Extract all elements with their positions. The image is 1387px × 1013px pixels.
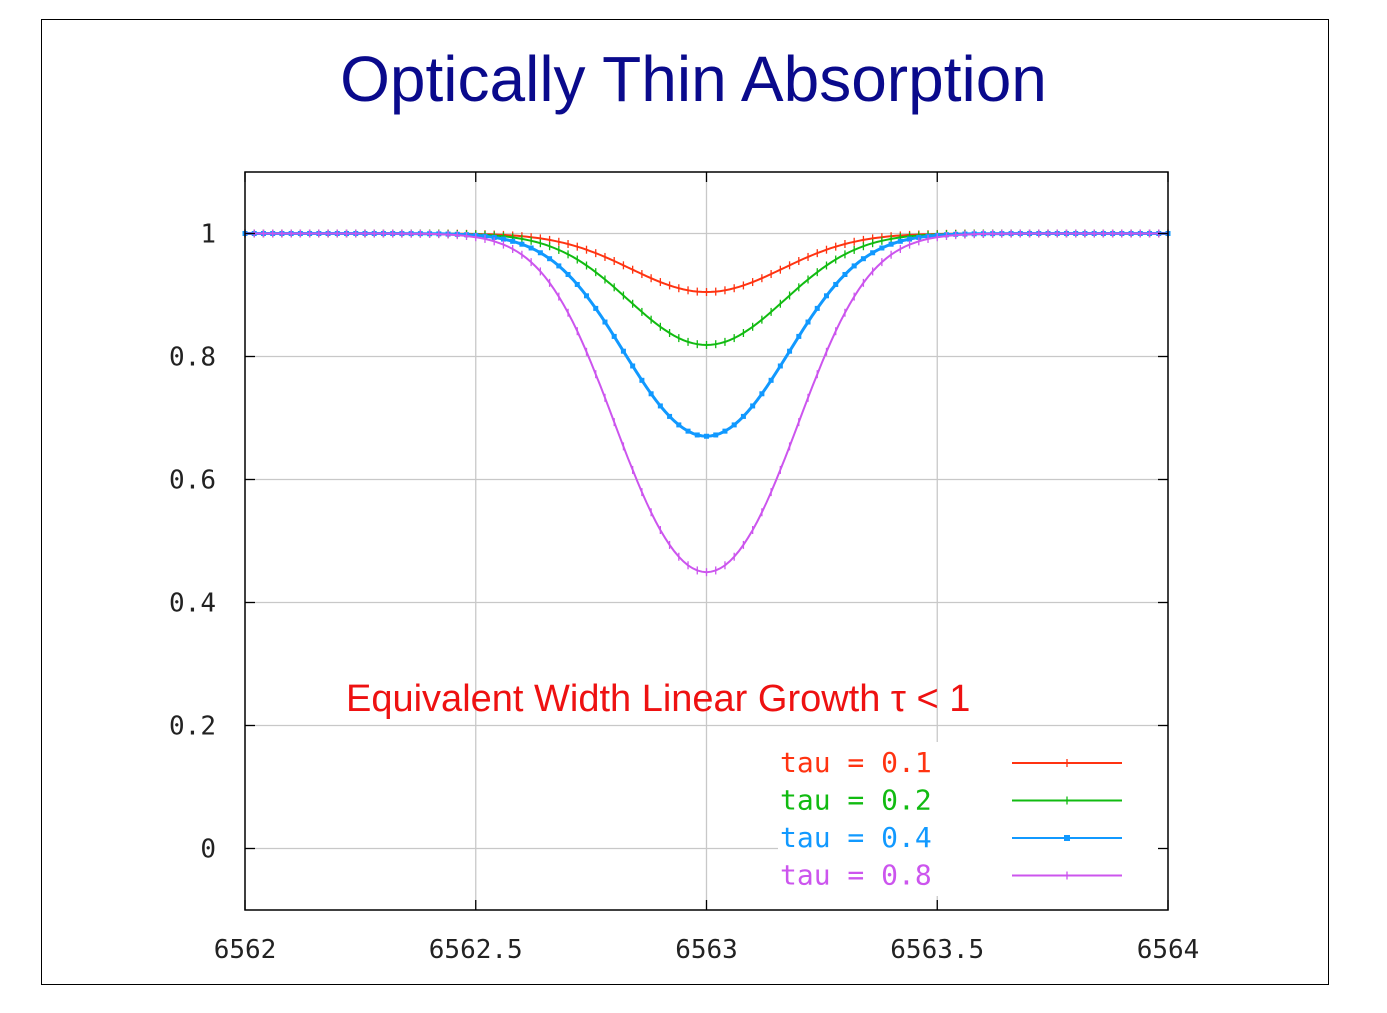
data-point [565,271,571,277]
data-point [611,333,617,339]
data-point [796,333,802,339]
data-point [713,432,719,438]
legend-label: tau = 0.8 [780,859,932,892]
data-point [860,256,866,262]
legend-marker [1064,835,1070,841]
data-point [897,238,903,244]
data-point [602,319,608,325]
page-title: Optically Thin Absorption [340,43,1047,115]
data-point [870,250,876,256]
data-point [639,377,645,383]
x-tick-label: 6562.5 [429,935,523,965]
data-point [685,428,691,434]
data-point [500,236,506,242]
slide-frame [41,19,1329,985]
data-point [593,305,599,311]
x-tick-label: 6562 [214,935,277,965]
data-point [777,363,783,369]
y-tick-label: 0 [200,835,216,865]
data-point [667,413,673,419]
x-tick-label: 6563 [675,935,738,965]
y-tick-label: 0.8 [169,343,216,373]
grid [245,172,1168,910]
data-point [879,245,885,251]
y-tick-label: 0.2 [169,712,216,742]
data-point [722,428,728,434]
x-tick-label: 6564 [1137,935,1200,965]
data-point [528,245,534,251]
legend: tau = 0.1 tau = 0.2 tau = 0.4 tau = 0.8 [780,746,1122,892]
data-point [547,256,553,262]
series-lines [242,229,1171,577]
legend-label: tau = 0.2 [780,784,932,817]
data-point [657,403,663,409]
data-point [584,293,590,299]
data-point [888,241,894,247]
legend-label: tau = 0.1 [780,746,932,779]
y-tick-label: 0.6 [169,466,216,496]
data-point [805,319,811,325]
data-point [814,305,820,311]
data-point [907,236,913,242]
data-point [851,263,857,269]
data-point [768,377,774,383]
data-point [833,281,839,287]
data-point [676,422,682,428]
data-point [574,281,580,287]
data-point [537,250,543,256]
data-point [620,348,626,354]
data-point [510,238,516,244]
data-point [694,432,700,438]
data-point [648,391,654,397]
y-tick-label: 1 [200,220,216,250]
data-point [823,293,829,299]
series-points-4 [244,229,1169,577]
data-point [556,263,562,269]
data-point [787,348,793,354]
x-tick-label: 6563.5 [890,935,984,965]
data-point [759,391,765,397]
y-tick-label: 0.4 [169,589,216,619]
data-point [842,271,848,277]
annotation-label: Equivalent Width Linear Growth τ < 1 [346,678,970,720]
data-point [740,413,746,419]
data-point [519,241,525,247]
data-point [731,422,737,428]
x-tick-labels: 6562 6562.5 6563 6563.5 6564 [214,935,1200,965]
data-point [630,363,636,369]
axis-ticks [244,172,1169,910]
legend-label: tau = 0.4 [780,821,932,854]
y-tick-labels: 0 0.2 0.4 0.6 0.8 1 [169,220,216,865]
data-point [750,403,756,409]
data-point [704,433,709,439]
